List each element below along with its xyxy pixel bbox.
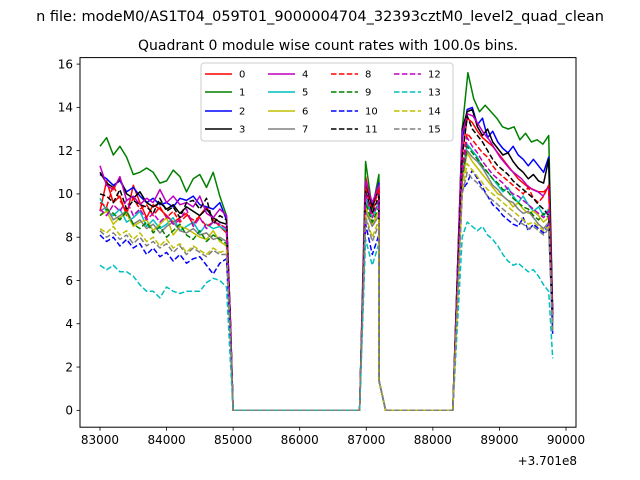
legend-label-2: 2 [239, 107, 245, 118]
series-line-13 [99, 221, 554, 412]
x-tick-label: 86000 [281, 433, 319, 447]
x-tick-label: 89000 [480, 433, 518, 447]
series-line-2 [99, 106, 554, 412]
plot-frame [79, 57, 577, 428]
legend-label-12: 12 [428, 70, 441, 81]
series-group [99, 71, 554, 412]
plot-area [79, 57, 577, 428]
y-tick-label: 10 [58, 187, 73, 201]
series-line-0 [99, 117, 554, 412]
series-line-11 [99, 115, 554, 412]
series-line-4 [99, 113, 554, 412]
legend-label-11: 11 [365, 125, 378, 136]
series-line-6 [99, 152, 554, 412]
y-tick-label: 0 [65, 404, 73, 418]
x-tick-label: 87000 [347, 433, 385, 447]
x-axis-ticks: 83000 84000 85000 86000 87000 88000 89000 90000 [81, 427, 585, 447]
series-line-12 [99, 136, 554, 412]
y-tick-label: 14 [58, 101, 73, 115]
series-line-3 [99, 108, 554, 412]
legend-label-6: 6 [302, 107, 308, 118]
series-line-5 [99, 143, 554, 412]
legend-label-0: 0 [239, 70, 245, 81]
series-line-14 [99, 162, 554, 412]
legend-label-10: 10 [365, 107, 378, 118]
legend-label-3: 3 [239, 125, 245, 136]
legend-label-15: 15 [428, 125, 441, 136]
legend-label-8: 8 [365, 70, 371, 81]
y-tick-label: 6 [65, 274, 73, 288]
y-tick-label: 12 [58, 144, 73, 158]
series-line-15 [99, 171, 554, 412]
legend-label-5: 5 [302, 88, 308, 99]
legend-label-13: 13 [428, 88, 441, 99]
x-tick-label: 84000 [147, 433, 185, 447]
legend-label-7: 7 [302, 125, 308, 136]
chart-title: Quadrant 0 module wise count rates with … [138, 38, 518, 54]
x-tick-label: 90000 [547, 433, 585, 447]
y-tick-label: 4 [65, 317, 73, 331]
x-tick-label: 85000 [214, 433, 252, 447]
legend-label-1: 1 [239, 88, 245, 99]
series-line-8 [99, 132, 554, 412]
y-tick-label: 8 [65, 231, 73, 245]
y-tick-label: 16 [58, 57, 73, 71]
legend-label-9: 9 [365, 88, 371, 99]
y-tick-label: 2 [65, 360, 73, 374]
series-line-9 [99, 145, 554, 412]
x-tick-label: 83000 [81, 433, 119, 447]
legend-label-4: 4 [302, 70, 308, 81]
x-axis-offset-label: +3.701e8 [518, 454, 577, 468]
series-line-7 [99, 149, 554, 412]
y-axis-ticks: 0 2 4 6 8 10 12 14 16 [58, 57, 80, 418]
legend-box [200, 62, 454, 142]
figure-title: n file: modeM0/AS1T04_059T01_9000004704_… [36, 9, 604, 25]
legend-label-14: 14 [428, 107, 441, 118]
x-tick-label: 88000 [414, 433, 452, 447]
series-line-10 [99, 169, 554, 412]
